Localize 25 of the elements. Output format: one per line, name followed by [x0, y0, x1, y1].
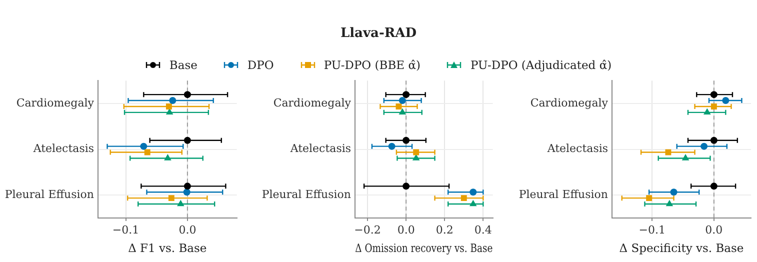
y-tick-label: Cardiomegaly [16, 96, 95, 110]
x-axis-title: Δ F1 vs. Base [128, 241, 207, 256]
x-tick-label: 0.4 [474, 223, 492, 236]
x-tick-label: 0.0 [397, 223, 415, 236]
x-tick-label: −0.2 [354, 223, 381, 236]
x-tick-label: 0.0 [178, 223, 196, 236]
y-tick-label: Pleural Effusion [262, 188, 351, 201]
x-tick-label: −0.1 [638, 223, 666, 236]
y-tick-label: Cardiomegaly [530, 96, 609, 110]
x-axis-title: Δ Omission recovery vs. Base [355, 242, 493, 256]
legend-label: DPO [247, 58, 274, 72]
y-tick-label: Pleural Effusion [4, 188, 94, 201]
legend-label: PU-DPO (Adjudicated α̂) [470, 58, 612, 72]
y-tick-label: Atelectasis [289, 142, 352, 156]
x-tick-label: 0.2 [436, 223, 454, 236]
y-tick-label: Pleural Effusion [518, 188, 608, 201]
legend-label: PU-DPO (BBE α̂) [324, 58, 420, 72]
y-tick-label: Atelectasis [546, 142, 608, 156]
y-tick-label: Atelectasis [32, 142, 94, 156]
x-tick-label: 0.0 [705, 223, 723, 236]
chart-title: Llava-RAD [339, 26, 418, 41]
x-axis-title: Δ Specificity vs. Base [619, 241, 744, 256]
y-tick-label: Cardiomegaly [273, 96, 352, 110]
x-tick-label: −0.1 [112, 223, 140, 236]
legend-label: Base [169, 58, 198, 72]
